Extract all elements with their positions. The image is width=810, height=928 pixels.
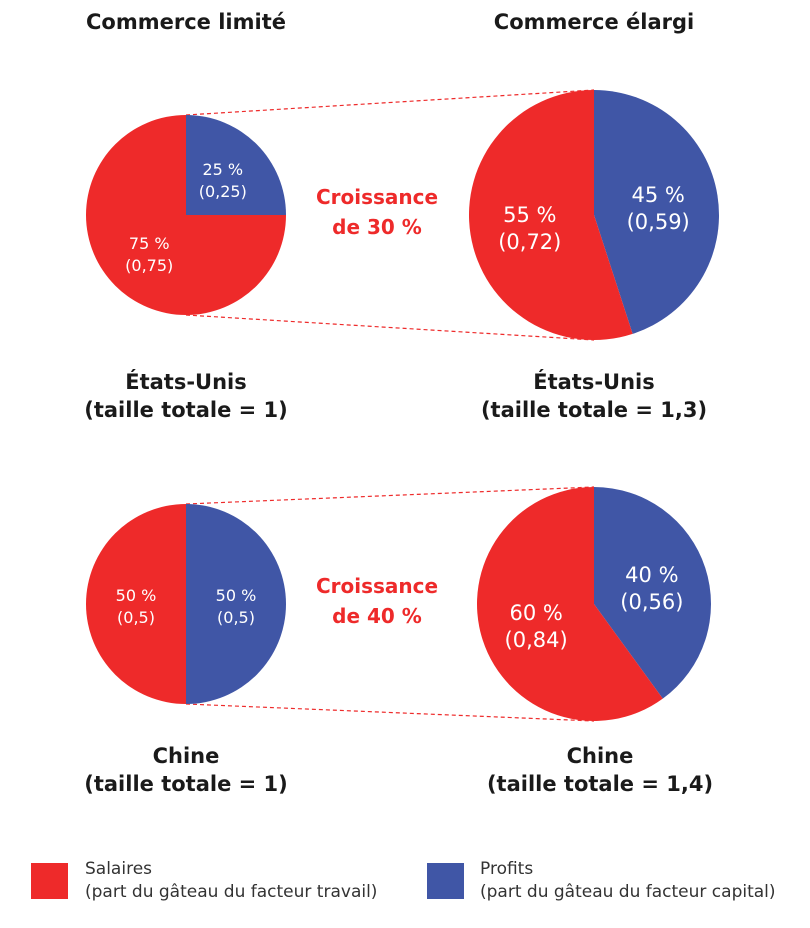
- slice-value-label: (0,25): [199, 182, 247, 201]
- slice-percent-label: 75 %: [129, 234, 170, 253]
- legend-swatch-salaires: [31, 863, 68, 899]
- header-limited: Commerce limité: [86, 10, 286, 34]
- pie-slice-salaires: [86, 115, 286, 315]
- slice-value-label: (0,5): [217, 608, 255, 627]
- legend-desc: (part du gâteau du facteur travail): [85, 882, 378, 902]
- size-label: (taille totale = 1,4): [486, 772, 714, 796]
- pie-slice-profits: [594, 487, 712, 699]
- size-label: (taille totale = 1,3): [480, 398, 708, 422]
- pie-slice-profits: [186, 115, 286, 215]
- slice-percent-label: 60 %: [509, 601, 562, 625]
- slice-value-label: (0,59): [627, 210, 690, 234]
- legend-desc: (part du gâteau du facteur capital): [480, 882, 776, 902]
- country: Chine: [152, 744, 220, 768]
- slice-percent-label: 25 %: [202, 160, 243, 179]
- slice-value-label: (0,5): [117, 608, 155, 627]
- slice-percent-label: 55 %: [503, 203, 556, 227]
- caption-us-expanded: États-Unis (taille totale = 1,3): [481, 368, 707, 424]
- slice-percent-label: 50 %: [216, 586, 257, 605]
- pie-slice-profits: [594, 90, 720, 334]
- size-label: (taille totale = 1): [84, 772, 288, 796]
- legend-name: Profits: [480, 859, 534, 879]
- country: États-Unis: [125, 370, 247, 394]
- pie-slice-salaires: [86, 504, 186, 704]
- connector-line: [185, 486, 595, 505]
- legend-swatch-profits: [427, 863, 464, 899]
- slice-value-label: (0,84): [505, 628, 568, 652]
- pie-slice-salaires: [469, 90, 633, 341]
- growth-china: Croissance de 40 %: [316, 571, 438, 631]
- connector-line: [185, 703, 595, 722]
- connector-line: [185, 89, 595, 116]
- country: États-Unis: [533, 370, 655, 394]
- caption-us-limited: États-Unis (taille totale = 1): [84, 368, 288, 424]
- legend-name: Salaires: [85, 859, 153, 879]
- legend-profits: Profits (part du gâteau du facteur capita…: [480, 858, 776, 904]
- header-expanded: Commerce élargi: [493, 10, 695, 34]
- slice-percent-label: 50 %: [116, 586, 157, 605]
- pie-slice-profits: [186, 504, 286, 704]
- growth-line: Croissance: [315, 574, 439, 598]
- growth-line: de 30 %: [332, 215, 422, 239]
- growth-us: Croissance de 30 %: [316, 182, 438, 242]
- growth-line: Croissance: [315, 185, 439, 209]
- pie-slice-salaires: [477, 487, 663, 722]
- slice-percent-label: 45 %: [632, 183, 685, 207]
- connector-line: [185, 314, 595, 341]
- slice-value-label: (0,56): [620, 590, 683, 614]
- caption-china-limited: Chine (taille totale = 1): [84, 742, 288, 798]
- slice-value-label: (0,75): [125, 256, 173, 275]
- caption-china-expanded: Chine (taille totale = 1,4): [487, 742, 713, 798]
- country: Chine: [566, 744, 634, 768]
- slice-value-label: (0,72): [498, 230, 561, 254]
- growth-line: de 40 %: [332, 604, 422, 628]
- slice-percent-label: 40 %: [625, 563, 678, 587]
- size-label: (taille totale = 1): [84, 398, 288, 422]
- legend-salaires: Salaires (part du gâteau du facteur trava…: [85, 858, 377, 904]
